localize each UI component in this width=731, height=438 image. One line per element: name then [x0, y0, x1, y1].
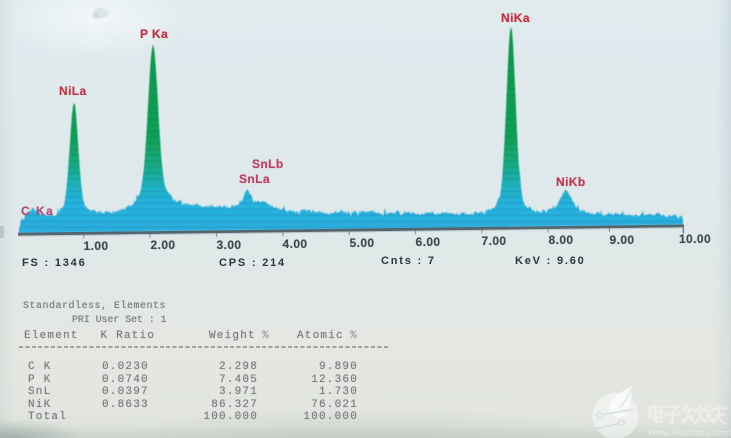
svg-text:www.elecfans.com: www.elecfans.com	[722, 315, 731, 391]
svg-text:www.elecfans.com: www.elecfans.com	[647, 428, 731, 438]
